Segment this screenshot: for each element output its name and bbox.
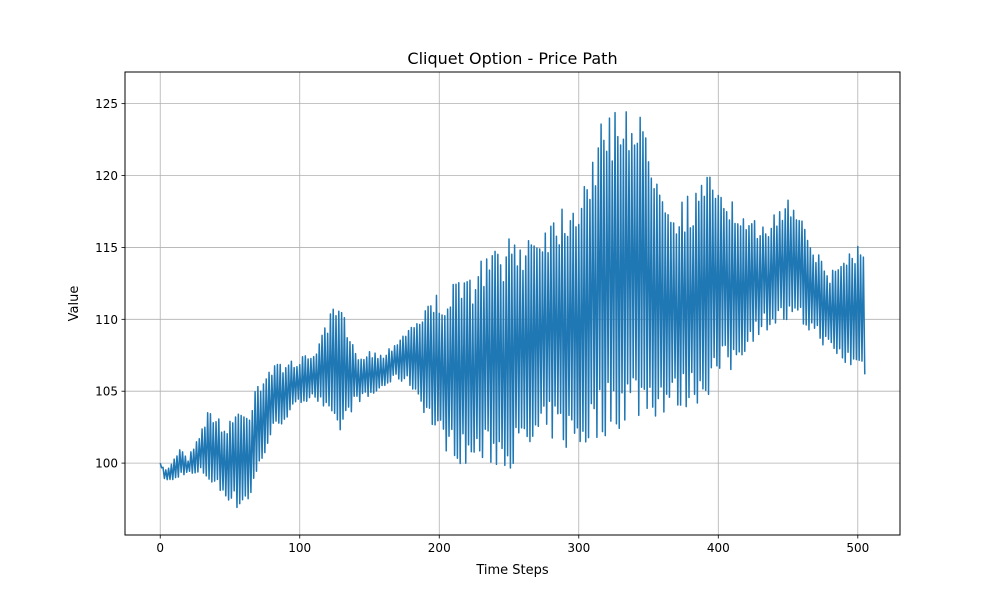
y-axis-ticks: 100 105 110 115 120 125 [95, 97, 125, 471]
x-tick-label: 0 [156, 541, 164, 555]
series-layer [159, 111, 866, 509]
y-tick-label: 100 [95, 457, 118, 471]
y-axis-label: Value [67, 286, 82, 322]
x-tick-label: 500 [846, 541, 869, 555]
chart-title: Cliquet Option - Price Path [407, 49, 617, 68]
x-tick-label: 100 [288, 541, 311, 555]
x-axis-ticks: 0 100 200 300 400 500 [156, 535, 869, 555]
x-tick-label: 300 [567, 541, 590, 555]
y-tick-label: 120 [95, 169, 118, 183]
price-path-line [159, 111, 866, 509]
x-axis-label: Time Steps [475, 563, 549, 578]
y-tick-label: 105 [95, 385, 118, 399]
x-tick-label: 200 [428, 541, 451, 555]
plot-frame [124, 71, 901, 536]
y-tick-label: 110 [95, 313, 118, 327]
x-tick-label: 400 [707, 541, 730, 555]
y-tick-label: 125 [95, 97, 118, 111]
y-tick-label: 115 [95, 241, 118, 255]
